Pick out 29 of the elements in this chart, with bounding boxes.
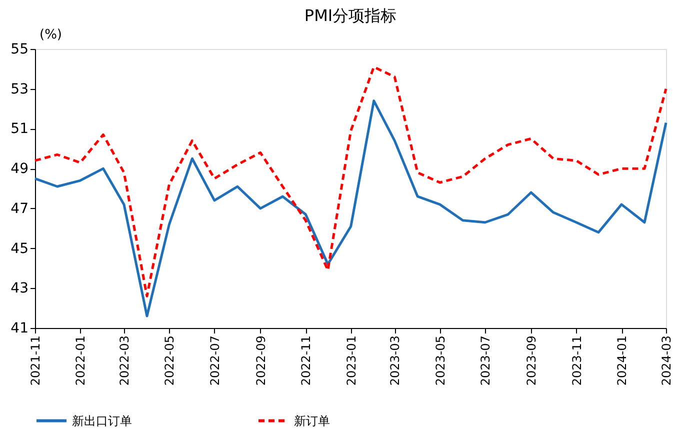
y-tick-label: 55 [10, 42, 28, 58]
x-tick-label: 2023-07 [478, 336, 493, 386]
x-tick-label: 2023-01 [344, 336, 358, 386]
y-tick-label: 41 [10, 320, 28, 336]
y-tick-label: 43 [10, 280, 28, 297]
y-tick-label: 53 [10, 81, 28, 98]
line-series [34, 100, 668, 318]
line-series [34, 66, 668, 298]
legend-label: 新出口订单 [72, 414, 132, 428]
x-tick-label: 2023-11 [570, 336, 584, 386]
y-tick-label: 49 [10, 161, 28, 178]
x-tick-label: 2022-03 [117, 336, 132, 386]
y-tick-label: 45 [10, 240, 28, 257]
x-tick-label: 2022-09 [254, 336, 268, 386]
legend-label: 新订单 [294, 414, 330, 428]
x-tick-label: 2023-05 [433, 336, 448, 386]
x-tick-label: 2024-01 [615, 336, 630, 386]
x-tick-label: 2023-09 [524, 336, 539, 386]
x-tick-label: 2022-11 [299, 336, 314, 386]
x-tick-label: 2022-01 [74, 336, 88, 386]
x-tick-label: 2021-11 [28, 336, 42, 386]
x-tick-label: 2022-05 [162, 336, 177, 386]
y-axis-title: (%) [40, 28, 62, 42]
x-tick-label: 2023-03 [388, 336, 402, 386]
y-tick-label: 51 [10, 121, 28, 138]
x-tick-label: 2022-07 [208, 336, 222, 386]
y-tick-label: 47 [10, 200, 28, 217]
x-tick-label: 2024-03 [660, 336, 674, 386]
chart-title: PMI分项指标 [304, 6, 397, 25]
